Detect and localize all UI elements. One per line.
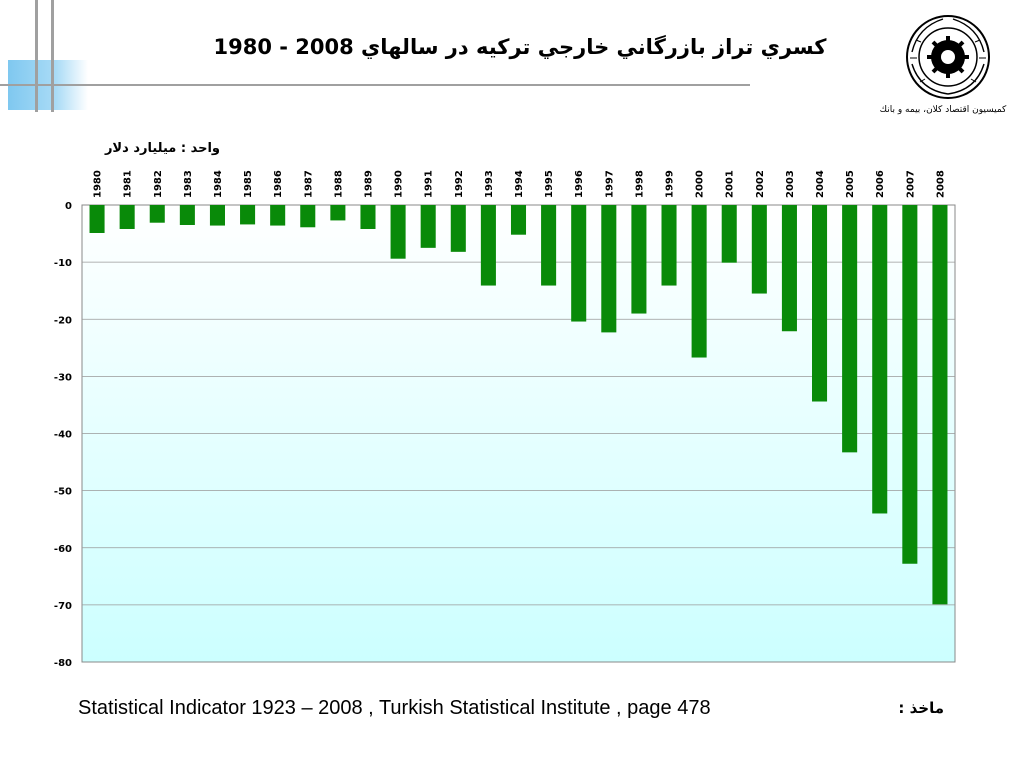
x-tick-label: 1986 (273, 170, 284, 198)
bar-1990 (390, 205, 406, 259)
bar-2008 (932, 205, 948, 605)
bar-1985 (240, 205, 256, 225)
x-tick-label: 2003 (785, 170, 796, 198)
bar-1986 (270, 205, 286, 226)
x-tick-label: 1989 (363, 170, 374, 198)
x-tick-label: 1987 (303, 170, 314, 198)
unit-label: واحد : ميليارد دلار (104, 141, 220, 156)
bar-1991 (420, 205, 436, 248)
decorative-vertical-line (51, 0, 54, 112)
source-label: ماخذ : (898, 699, 944, 717)
bar-1994 (510, 205, 527, 235)
x-tick-label: 1980 (93, 170, 104, 198)
bar-1995 (541, 205, 557, 286)
x-tick-label: 1981 (123, 170, 134, 198)
x-tick-label: 2006 (875, 170, 886, 198)
bar-1989 (360, 205, 376, 229)
bar-2007 (902, 205, 918, 564)
x-tick-label: 2005 (845, 170, 856, 198)
bar-1996 (571, 205, 587, 322)
x-tick-label: 1984 (213, 170, 224, 198)
y-tick-label: -60 (54, 544, 72, 555)
y-tick-label: -70 (54, 601, 72, 612)
x-tick-label: 1985 (243, 170, 254, 198)
bar-1998 (631, 205, 647, 314)
bar-2006 (872, 205, 888, 514)
y-tick-label: -20 (54, 315, 72, 326)
y-tick-label: -80 (54, 658, 72, 669)
y-tick-label: -30 (54, 372, 72, 383)
bar-1993 (480, 205, 496, 286)
bar-1981 (119, 205, 135, 229)
x-tick-label: 1996 (574, 170, 585, 198)
bar-2003 (781, 205, 797, 332)
chamber-logo (906, 15, 990, 99)
x-tick-label: 1995 (544, 170, 555, 198)
bar-1982 (149, 205, 165, 223)
x-tick-label: 2000 (695, 170, 706, 198)
bar-2002 (751, 205, 767, 294)
y-tick-label: 0 (65, 201, 72, 212)
x-tick-label: 2002 (755, 170, 766, 198)
slide-title: كسري تراز بازرگاني خارجي تركيه در سالهاي… (213, 35, 827, 59)
bar-1983 (179, 205, 195, 225)
bar-1980 (89, 205, 105, 233)
x-tick-label: 2001 (725, 170, 736, 198)
decorative-horizontal-line (0, 84, 750, 86)
source-citation: Statistical Indicator 1923 – 2008 , Turk… (78, 697, 711, 719)
x-tick-label: 1988 (333, 170, 344, 198)
y-tick-label: -40 (54, 430, 72, 441)
x-tick-label: 1997 (604, 170, 615, 198)
x-tick-label: 1982 (153, 170, 164, 198)
bar-2004 (812, 205, 828, 402)
bar-1997 (601, 205, 617, 333)
x-tick-label: 1994 (514, 170, 525, 198)
x-tick-label: 2004 (815, 170, 826, 198)
y-tick-label: -50 (54, 487, 72, 498)
bar-1987 (300, 205, 316, 228)
x-tick-label: 1993 (484, 170, 495, 198)
bar-1988 (330, 205, 346, 221)
x-tick-label: 1998 (634, 170, 645, 198)
y-tick-label: -10 (54, 258, 72, 269)
x-tick-label: 1992 (454, 170, 465, 198)
x-tick-label: 1991 (424, 170, 435, 198)
decorative-vertical-line (35, 0, 38, 112)
bar-2000 (691, 205, 707, 358)
x-tick-label: 1999 (665, 170, 676, 198)
x-tick-label: 2007 (905, 170, 916, 198)
bar-2001 (721, 205, 737, 263)
bar-1999 (661, 205, 677, 286)
x-tick-label: 2008 (935, 170, 946, 198)
bar-2005 (842, 205, 858, 453)
bar-1984 (209, 205, 225, 226)
x-tick-label: 1983 (183, 170, 194, 198)
bar-1992 (450, 205, 466, 252)
organization-name: كميسيون اقتصاد كلان، بيمه و بانك (879, 105, 1007, 115)
x-tick-label: 1990 (394, 170, 405, 198)
